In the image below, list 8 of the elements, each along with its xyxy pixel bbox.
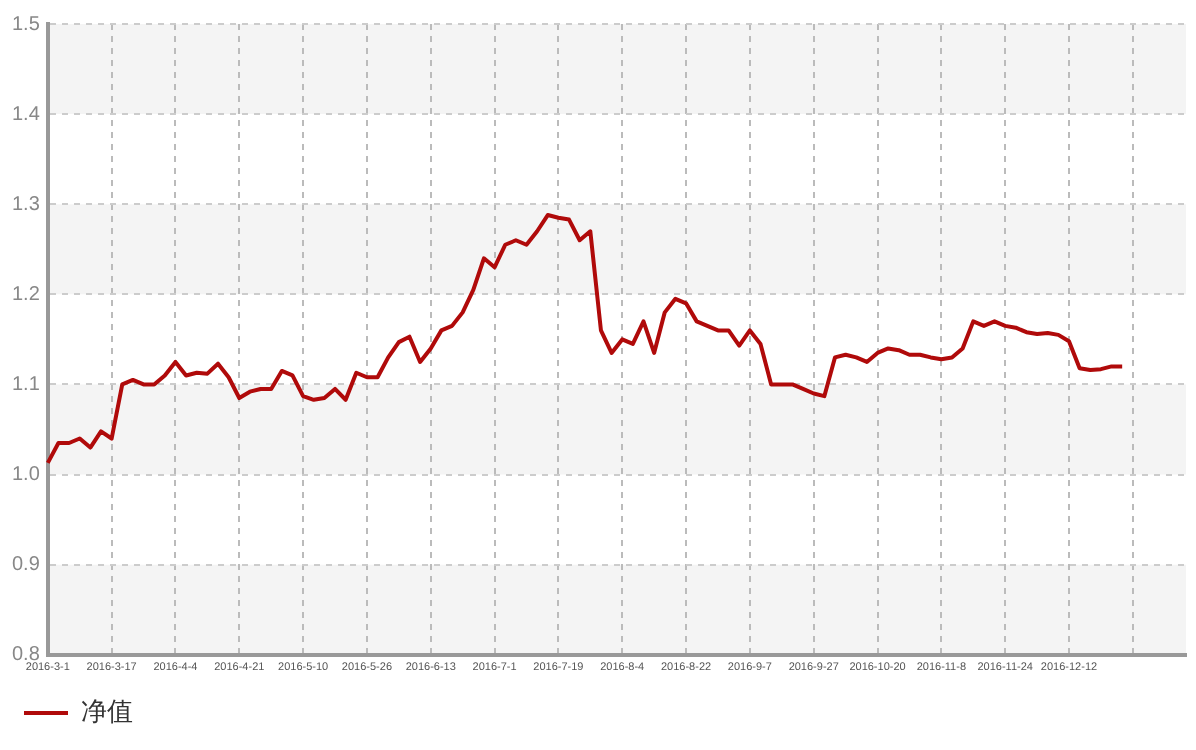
y-tick-label: 1.1	[11, 373, 41, 396]
y-tick-label: 1.0	[11, 464, 41, 487]
legend-label: 净值	[81, 697, 133, 728]
y-tick-label: 1.3	[11, 193, 41, 216]
y-tick-label: 1.4	[11, 103, 41, 126]
y-tick-label: 1.2	[11, 283, 41, 306]
y-tick-label: 0.9	[11, 554, 41, 577]
y-tick-label: 1.5	[11, 13, 41, 36]
